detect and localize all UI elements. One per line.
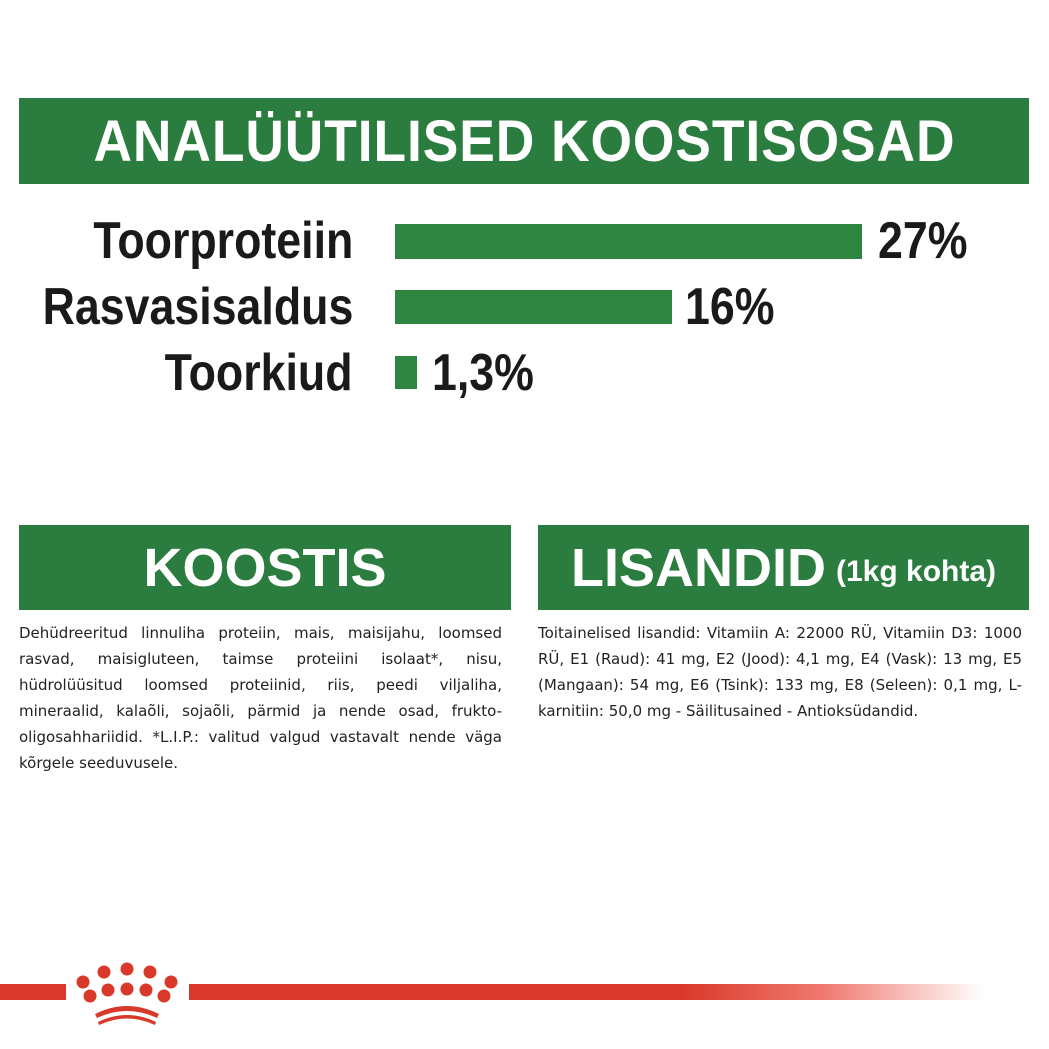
footer-stripe-right <box>189 984 984 1000</box>
composition-text: Dehüdreeritud linnuliha proteiin, mais, … <box>19 624 502 772</box>
chart-row-protein: Toorproteiin 27% <box>0 211 1049 271</box>
bar-value: 27% <box>878 212 968 270</box>
section-title: ANALÜÜTILISED KOOSTISOSAD <box>93 108 955 174</box>
chart-row-fat: Rasvasisaldus 16% <box>0 277 1049 337</box>
section-header-additives: LISANDID (1kg kohta) <box>538 525 1029 610</box>
bar-protein <box>395 224 862 259</box>
bar-fat <box>395 290 672 324</box>
section-title: LISANDID <box>570 537 826 598</box>
crown-icon <box>76 962 178 1025</box>
bar-label: Rasvasisaldus <box>42 278 353 336</box>
additives-text: Toitainelised lisandid: Vitamiin A: 2200… <box>538 624 1022 720</box>
bar-value: 16% <box>685 278 775 336</box>
chart-row-fiber: Toorkiud 1,3% <box>0 343 1049 403</box>
section-header-composition: KOOSTIS <box>19 525 511 610</box>
bar-label: Toorkiud <box>165 344 353 402</box>
section-subtitle: (1kg kohta) <box>835 554 997 588</box>
bar-fiber <box>395 356 417 389</box>
footer-stripe-left <box>0 984 66 1000</box>
bar-value: 1,3% <box>432 344 534 402</box>
section-title: KOOSTIS <box>143 537 387 598</box>
section-header-analytical: ANALÜÜTILISED KOOSTISOSAD <box>19 98 1029 184</box>
bar-label: Toorproteiin <box>92 212 353 270</box>
